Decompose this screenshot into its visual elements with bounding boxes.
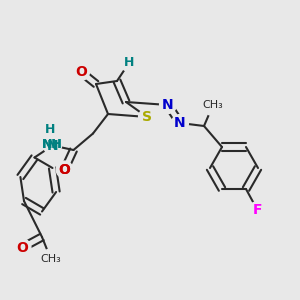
Circle shape <box>160 97 176 113</box>
Circle shape <box>73 64 89 80</box>
Circle shape <box>172 115 188 131</box>
Text: H: H <box>45 122 56 136</box>
Circle shape <box>139 109 155 125</box>
Circle shape <box>202 94 224 116</box>
Text: O: O <box>58 163 70 176</box>
Text: H: H <box>124 56 134 70</box>
Circle shape <box>44 136 62 154</box>
Circle shape <box>56 161 73 178</box>
Circle shape <box>44 137 61 154</box>
Text: N: N <box>174 116 186 130</box>
Text: O: O <box>75 65 87 79</box>
Text: CH₃: CH₃ <box>40 254 61 265</box>
Text: O: O <box>58 163 70 176</box>
Text: S: S <box>142 110 152 124</box>
Text: NH: NH <box>42 138 63 152</box>
Circle shape <box>14 239 31 256</box>
Text: NH: NH <box>42 138 63 151</box>
Circle shape <box>249 202 266 218</box>
Circle shape <box>42 121 59 137</box>
Text: CH₃: CH₃ <box>202 100 224 110</box>
Circle shape <box>121 55 137 71</box>
Circle shape <box>40 249 61 270</box>
Text: O: O <box>16 241 28 254</box>
Text: N: N <box>162 98 174 112</box>
Circle shape <box>57 162 72 177</box>
Text: F: F <box>253 203 262 217</box>
Text: N: N <box>47 139 58 152</box>
